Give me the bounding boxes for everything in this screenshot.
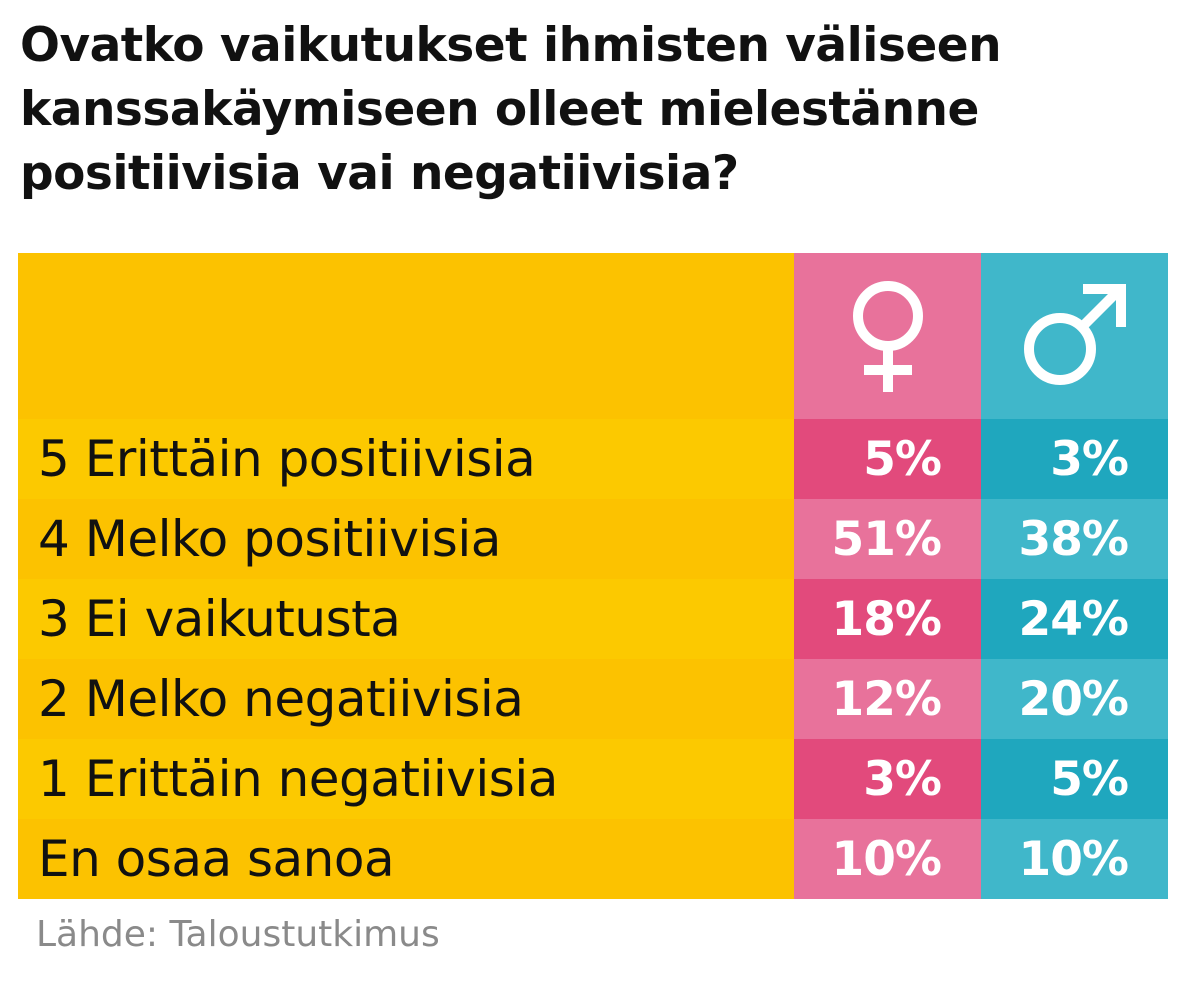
row-label: 4 Melko positiivisia: [18, 499, 794, 579]
female-value: 5%: [794, 419, 981, 499]
header-label-cell: [18, 253, 794, 419]
table-row: 4 Melko positiivisia 51% 38%: [18, 499, 1168, 579]
male-value: 10%: [981, 819, 1168, 899]
male-value: 3%: [981, 419, 1168, 499]
table-row: 2 Melko negatiivisia 12% 20%: [18, 659, 1168, 739]
male-symbol-icon: [981, 253, 1168, 419]
row-label: En osaa sanoa: [18, 819, 794, 899]
row-label: 1 Erittäin negatiivisia: [18, 739, 794, 819]
male-value: 24%: [981, 579, 1168, 659]
female-value: 3%: [794, 739, 981, 819]
table-row: 3 Ei vaikutusta 18% 24%: [18, 579, 1168, 659]
male-value: 5%: [981, 739, 1168, 819]
source-note: Lähde: Taloustutkimus: [36, 914, 440, 955]
results-table: 5 Erittäin positiivisia 5% 3% 4 Melko po…: [18, 253, 1168, 899]
chart-title: Ovatko vaikutukset ihmisten väliseen kan…: [20, 18, 1002, 201]
row-label: 3 Ei vaikutusta: [18, 579, 794, 659]
female-value: 51%: [794, 499, 981, 579]
female-symbol-icon: [794, 253, 981, 419]
row-label: 2 Melko negatiivisia: [18, 659, 794, 739]
row-label: 5 Erittäin positiivisia: [18, 419, 794, 499]
table-row: 1 Erittäin negatiivisia 3% 5%: [18, 739, 1168, 819]
female-value: 18%: [794, 579, 981, 659]
male-value: 20%: [981, 659, 1168, 739]
table-header: [18, 253, 1168, 419]
male-value: 38%: [981, 499, 1168, 579]
female-value: 12%: [794, 659, 981, 739]
table-row: En osaa sanoa 10% 10%: [18, 819, 1168, 899]
table-row: 5 Erittäin positiivisia 5% 3%: [18, 419, 1168, 499]
female-value: 10%: [794, 819, 981, 899]
